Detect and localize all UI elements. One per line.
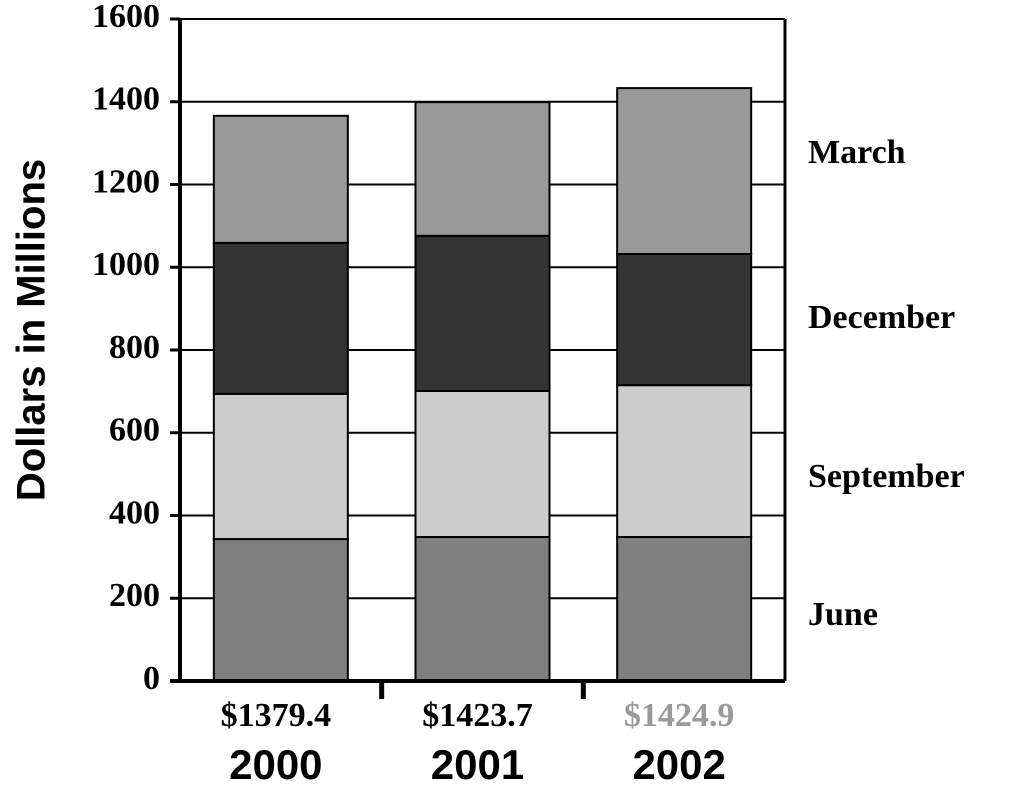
y-tick-label: 400 — [109, 494, 160, 531]
x-tick-label: 2001 — [431, 741, 524, 788]
legend-label: June — [808, 596, 878, 633]
y-axis-label: Dollars in Millions — [10, 159, 54, 501]
total-label: $1424.9 — [624, 697, 735, 734]
bar-segment — [212, 392, 349, 541]
bar-segment — [616, 384, 753, 539]
y-tick-label: 600 — [109, 412, 160, 449]
bar-segment — [414, 234, 551, 392]
y-tick-label: 1000 — [92, 246, 160, 283]
y-tick-label: 1600 — [92, 0, 160, 35]
bar-segment — [414, 536, 551, 683]
legend-label: March — [808, 134, 906, 171]
legend-label: September — [808, 458, 965, 495]
bar-segment — [212, 538, 349, 682]
bar-segment — [616, 536, 753, 683]
y-tick-label: 0 — [143, 660, 160, 697]
bar-segment — [212, 241, 349, 395]
y-tick-label: 1400 — [92, 81, 160, 118]
legend-label: December — [808, 299, 955, 336]
y-tick-label: 200 — [109, 577, 160, 614]
x-tick-label: 2000 — [229, 741, 322, 788]
total-label: $1423.7 — [422, 697, 533, 734]
bar-segment — [414, 389, 551, 539]
bar-segment — [616, 253, 753, 387]
x-tick-label: 2002 — [632, 741, 725, 788]
y-tick-label: 800 — [109, 329, 160, 366]
y-tick-label: 1200 — [92, 163, 160, 200]
bar-segment — [212, 114, 349, 244]
total-label: $1379.4 — [221, 697, 332, 734]
bar-segment — [414, 101, 551, 237]
bar-segment — [616, 87, 753, 256]
